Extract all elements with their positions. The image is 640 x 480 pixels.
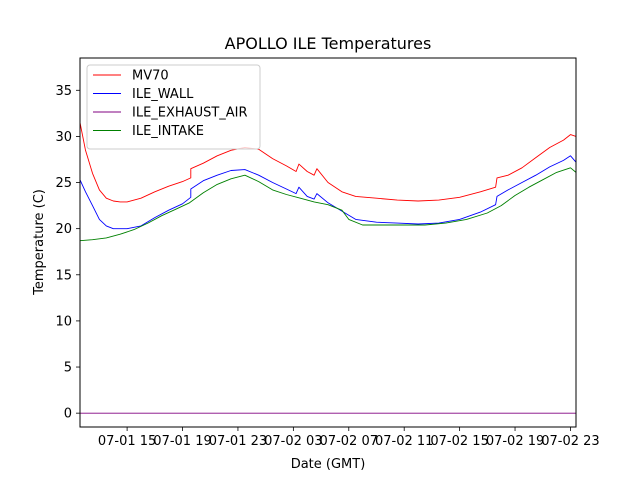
legend-label-mv70: MV70 [132, 69, 169, 84]
legend-label-ile-intake: ILE_INTAKE [132, 124, 204, 139]
y-tick-label: 25 [55, 176, 72, 191]
x-tick-label: 07-01 15 [98, 434, 156, 449]
series-layer [79, 122, 577, 414]
x-tick-label: 07-02 11 [375, 434, 433, 449]
y-tick-label: 35 [55, 84, 72, 99]
x-tick-label: 07-01 23 [209, 434, 267, 449]
legend: MV70 ILE_WALL ILE_EXHAUST_AIR ILE_INTAKE [86, 64, 261, 150]
x-tick-label: 07-02 23 [541, 434, 599, 449]
legend-label-ile-exhaust-air: ILE_EXHAUST_AIR [132, 106, 248, 121]
x-tick-label: 07-02 19 [486, 434, 544, 449]
x-tick-label: 07-02 15 [430, 434, 488, 449]
y-tick-label: 0 [64, 407, 72, 422]
x-tick-label: 07-01 19 [153, 434, 211, 449]
y-axis-label: Temperature (C) [32, 189, 47, 296]
y-tick-label: 20 [55, 222, 72, 237]
x-tick-label: 07-02 03 [264, 434, 322, 449]
x-tick-label: 07-02 07 [320, 434, 378, 449]
y-tick-label: 15 [55, 268, 72, 283]
y-tick-label: 10 [55, 314, 72, 329]
y-tick-label: 30 [55, 130, 72, 145]
chart-title: APOLLO ILE Temperatures [225, 34, 432, 53]
x-axis-label: Date (GMT) [291, 457, 366, 472]
series-line-ile-intake [79, 167, 577, 242]
plot-frame [79, 57, 577, 428]
series-line-mv70 [79, 122, 577, 203]
y-tick-label: 5 [64, 361, 72, 376]
legend-label-ile-wall: ILE_WALL [132, 87, 194, 102]
legend-box [86, 64, 261, 150]
y-axis: 0 5 10 15 20 25 30 35 [55, 84, 80, 422]
